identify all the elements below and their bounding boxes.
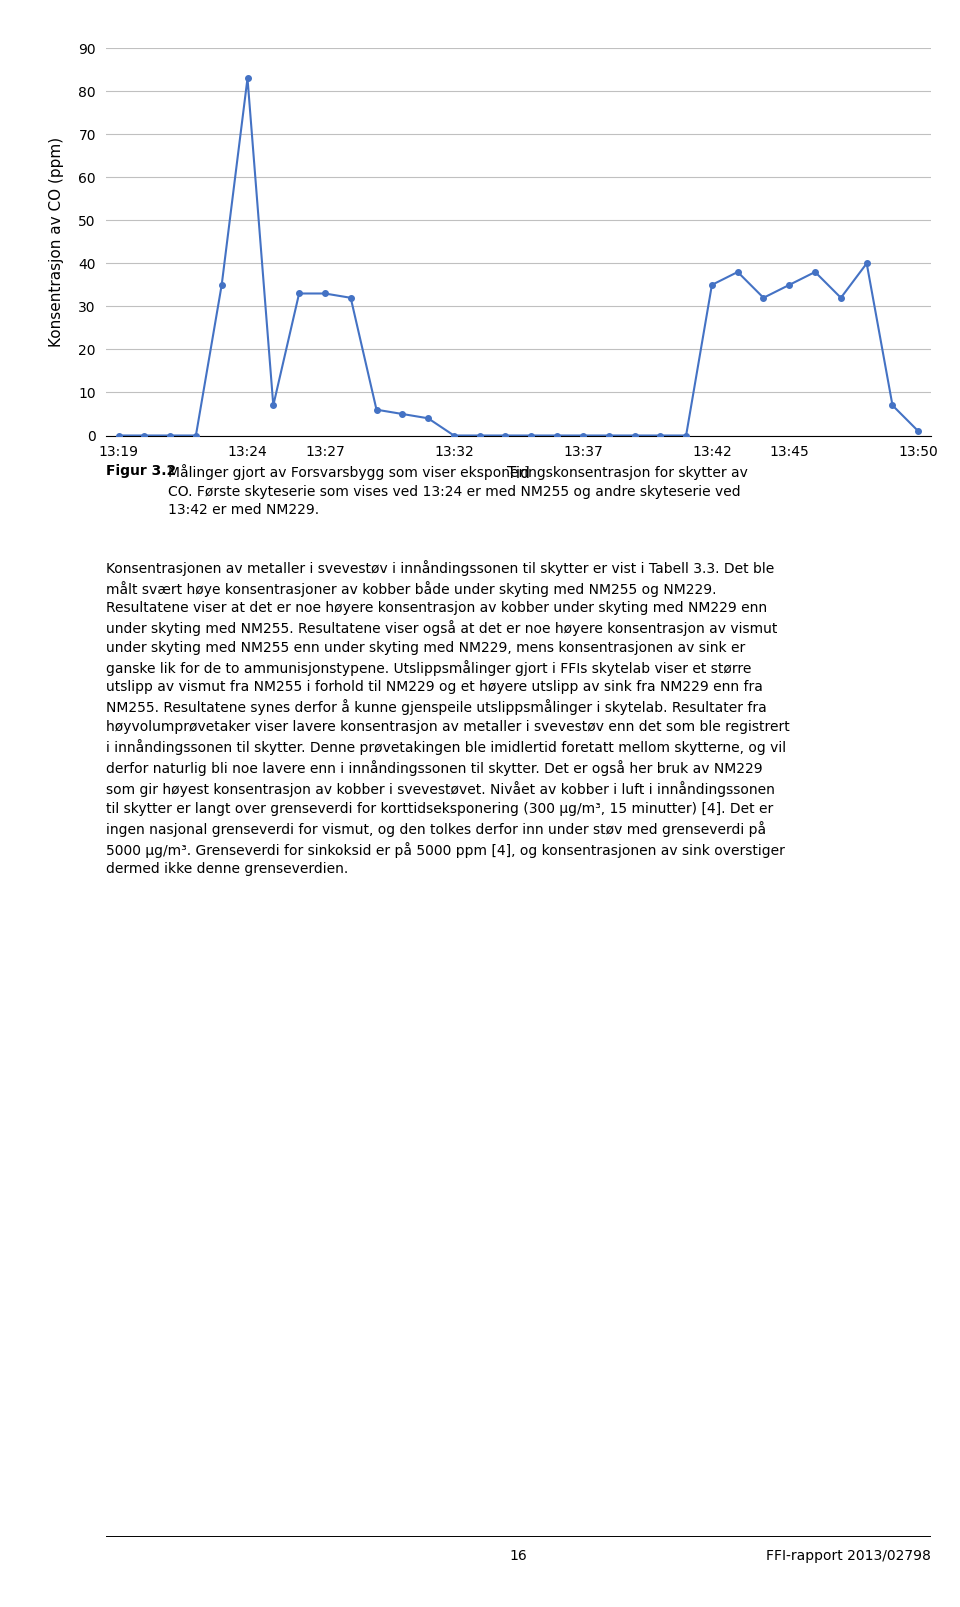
Y-axis label: Konsentrasjon av CO (ppm): Konsentrasjon av CO (ppm) bbox=[49, 137, 64, 347]
Text: Figur 3.2: Figur 3.2 bbox=[106, 464, 176, 479]
Text: Konsentrasjonen av metaller i svevestøv i innåndingssonen til skytter er vist i : Konsentrasjonen av metaller i svevestøv … bbox=[106, 559, 789, 876]
Text: FFI-rapport 2013/02798: FFI-rapport 2013/02798 bbox=[766, 1549, 931, 1562]
X-axis label: Tid: Tid bbox=[507, 466, 530, 480]
Text: Målinger gjort av Forsvarsbygg som viser eksponeringskonsentrasjon for skytter a: Målinger gjort av Forsvarsbygg som viser… bbox=[167, 464, 748, 517]
Text: 16: 16 bbox=[510, 1549, 527, 1562]
